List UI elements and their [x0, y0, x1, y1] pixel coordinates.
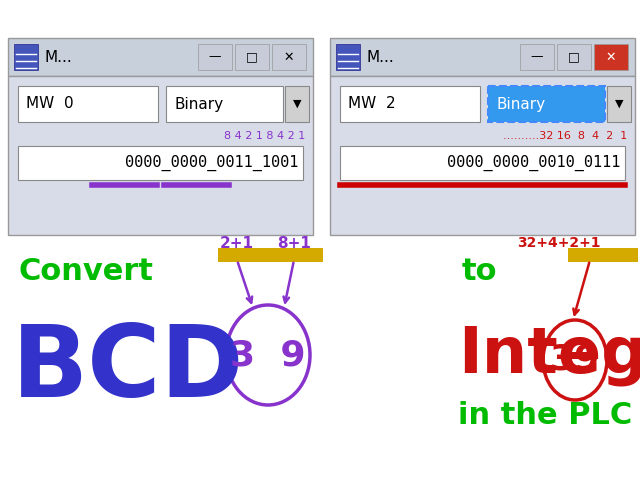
Text: 32+4+2+1: 32+4+2+1: [518, 236, 601, 250]
Text: Convert: Convert: [18, 257, 153, 287]
Text: M...: M...: [366, 50, 394, 65]
Text: Binary: Binary: [496, 96, 545, 111]
Bar: [272, 44, 306, 70]
Text: ✕: ✕: [284, 50, 294, 63]
Bar: [285, 86, 309, 122]
Text: BCD: BCD: [12, 322, 244, 419]
Text: 2+1: 2+1: [220, 236, 254, 251]
Text: MW  2: MW 2: [348, 96, 396, 111]
Bar: [607, 86, 631, 122]
Text: □: □: [246, 50, 258, 63]
Text: 8+1: 8+1: [277, 236, 311, 251]
Bar: [557, 44, 591, 70]
Bar: [594, 44, 628, 70]
Bar: [340, 86, 480, 122]
Bar: [336, 44, 360, 70]
Text: ▼: ▼: [292, 99, 301, 109]
Bar: [568, 248, 638, 262]
Text: 39: 39: [550, 343, 600, 377]
Text: 3  9: 3 9: [230, 338, 306, 372]
Text: □: □: [568, 50, 580, 63]
Text: Binary: Binary: [174, 96, 223, 111]
Text: to: to: [462, 257, 497, 287]
Bar: [340, 146, 625, 180]
Text: 0000_0000_0011_1001: 0000_0000_0011_1001: [125, 155, 298, 171]
Text: ▼: ▼: [615, 99, 623, 109]
Bar: [18, 86, 158, 122]
Bar: [330, 38, 635, 76]
Bar: [218, 248, 323, 262]
Bar: [198, 44, 232, 70]
Bar: [8, 38, 313, 76]
Text: in the PLC: in the PLC: [458, 400, 632, 430]
Text: —: —: [209, 50, 221, 63]
Text: —: —: [531, 50, 543, 63]
Text: M...: M...: [44, 50, 72, 65]
Text: ✕: ✕: [605, 50, 616, 63]
Bar: [8, 76, 313, 235]
Bar: [520, 44, 554, 70]
Bar: [18, 146, 303, 180]
Text: Integer: Integer: [458, 324, 640, 386]
Bar: [488, 86, 605, 122]
Bar: [235, 44, 269, 70]
Text: 0000_0000_0010_0111: 0000_0000_0010_0111: [447, 155, 620, 171]
Text: ..........32 16  8  4  2  1: ..........32 16 8 4 2 1: [503, 131, 627, 141]
Text: MW  0: MW 0: [26, 96, 74, 111]
Bar: [330, 76, 635, 235]
Text: 8 4 2 1 8 4 2 1: 8 4 2 1 8 4 2 1: [224, 131, 305, 141]
Bar: [166, 86, 283, 122]
Bar: [14, 44, 38, 70]
